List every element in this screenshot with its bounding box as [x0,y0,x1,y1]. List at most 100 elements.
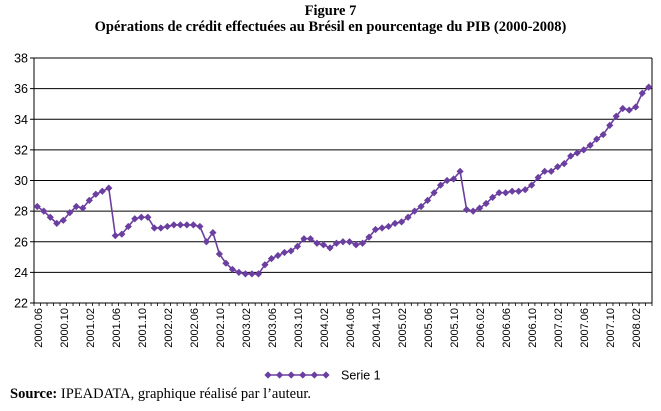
data-point [66,209,74,217]
data-point [612,112,620,120]
data-point [92,190,100,198]
y-tick-label: 28 [14,205,28,219]
y-tick-label: 22 [14,297,28,311]
data-point [196,222,204,231]
data-point [300,235,308,243]
data-point [287,247,295,255]
data-point [567,152,575,160]
figure-label: Figure 7 [304,3,357,19]
data-point [274,251,282,260]
y-tick-label: 34 [14,113,28,127]
x-tick-label: 2006.02 [475,308,487,348]
data-point [599,130,607,139]
data-point [547,167,555,175]
data-point [404,213,412,221]
data-point [261,261,269,269]
x-tick-label: 2004.10 [371,308,383,348]
data-point [59,216,67,224]
data-point [482,199,490,208]
chart-title: Opérations de crédit effectuées au Brési… [94,19,567,35]
data-point [326,244,334,252]
data-point [131,215,139,223]
data-point [222,259,230,267]
axes [30,57,653,306]
x-tick-label: 2005.06 [423,308,435,348]
x-tick-label: 2001.06 [111,308,123,348]
y-tick-label: 26 [14,235,28,249]
y-tick-label: 30 [14,174,28,188]
x-tick-label: 2002.06 [189,308,201,348]
data-point [144,213,152,221]
data-point [417,202,425,211]
data-point [430,189,438,197]
data-point [463,205,471,214]
data-point [489,193,497,201]
data-point [580,146,588,154]
y-tick-label: 32 [14,143,28,157]
data-point [469,207,477,215]
data-point [449,175,458,183]
legend-label: Serie 1 [341,369,381,383]
data-point [436,181,445,189]
data-point [625,106,633,114]
y-tick-label: 24 [14,266,28,280]
data-point [157,224,165,232]
data-point [502,189,510,197]
data-point [202,238,210,246]
data-point [137,213,145,221]
data-point [280,248,289,257]
source-text: IPEADATA, graphique réalisé par l’auteur… [60,386,311,402]
y-tick-labels: 22 24 26 28 30 32 34 36 38 [14,52,28,311]
x-tick-label: 2005.02 [397,308,409,348]
x-tick-label: 2005.10 [449,308,461,348]
x-tick-labels: 2000.06 2000.10 2001.02 2001.06 2001.10 2002.… [33,308,643,348]
y-tick-label: 38 [14,52,28,66]
data-point [306,235,315,243]
x-tick-label: 2001.10 [137,308,149,348]
x-tick-label: 2001.02 [85,308,97,348]
x-tick-label: 2000.06 [33,308,45,348]
data-point [573,149,581,157]
data-point [79,204,87,212]
data-point [105,184,113,192]
data-point [235,268,243,276]
data-point [423,196,432,205]
data-point [586,141,594,149]
series-serie-1 [33,83,653,278]
data-point [267,254,276,263]
data-point [554,163,562,171]
data-point [515,187,523,195]
data-point [124,222,132,231]
data-point [521,186,529,194]
data-point [176,221,184,229]
data-point [332,239,341,247]
data-point [365,233,373,241]
x-tick-label: 2007.02 [553,308,565,348]
x-tick-label: 2003.06 [267,308,279,348]
data-point [638,89,646,97]
data-point [560,160,568,168]
data-point [593,135,601,143]
data-point [339,238,347,246]
data-point [215,250,223,258]
data-point [443,176,451,185]
data-point [241,270,250,278]
data-point [72,202,80,211]
data-point [397,218,406,226]
source-note: Source: IPEADATA, graphique réalisé par … [10,386,311,403]
data-point [378,224,386,232]
data-point [632,103,640,111]
data-point [541,167,549,175]
grid-lines [34,57,652,304]
legend-marker [276,371,284,379]
data-point [319,241,328,249]
x-tick-label: 2007.10 [605,308,617,348]
legend-marker [299,371,307,379]
x-tick-label: 2006.10 [527,308,539,348]
data-point [528,181,536,189]
data-point [85,196,93,205]
data-point [150,224,158,232]
data-point [293,242,302,250]
x-tick-label: 2004.06 [345,308,357,348]
